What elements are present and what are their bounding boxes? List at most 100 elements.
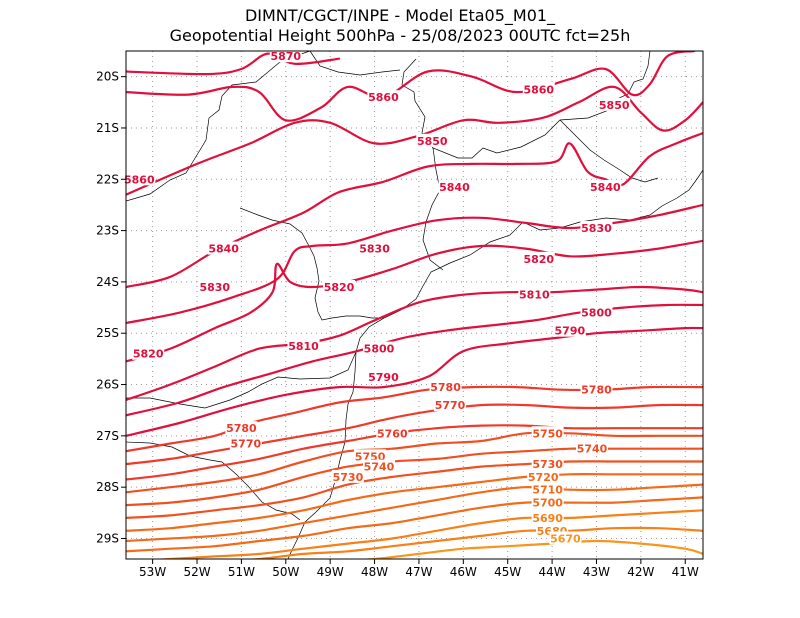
contour-5670 (358, 539, 703, 559)
contour-label-5790: 5790 (555, 325, 586, 338)
contour-label-5870: 5870 (270, 50, 301, 63)
state-border-rs (126, 441, 301, 521)
contour-label-5860: 5860 (124, 173, 155, 186)
contour-5870 (126, 52, 341, 76)
contour-label-5750: 5750 (532, 427, 563, 440)
contour-5820 (126, 239, 703, 363)
coastline-south (287, 214, 651, 559)
contour-label-bg (358, 241, 391, 255)
contour-5710 (126, 483, 703, 543)
lon-tick-label: 49W (317, 565, 344, 579)
contour-label-bg (527, 469, 560, 483)
lon-tick-label: 47W (405, 565, 432, 579)
contour-label-bg (580, 382, 613, 396)
lon-tick-label: 50W (272, 565, 299, 579)
lon-tick-label: 52W (183, 565, 210, 579)
contour-label-5850: 5850 (417, 135, 448, 148)
contour-label-bg (323, 280, 356, 294)
contour-label-bg (367, 369, 400, 383)
contour-label-5760: 5760 (377, 427, 408, 440)
contour-5850 (126, 85, 703, 196)
contour-label-bg (362, 341, 395, 355)
contour-5690 (151, 509, 703, 559)
contour-label-bg (531, 510, 564, 524)
axis-ticks: 53W 52W 51W 50W 49W 48W 47W 46W 45W 44W 43W 42W 41W 2… (96, 70, 699, 579)
contour-label-bg (429, 380, 462, 394)
contour-label-bg (580, 221, 613, 235)
coastline (401, 51, 651, 159)
contour-5740 (126, 447, 703, 507)
contour-label-5840: 5840 (439, 181, 470, 194)
contour-5750 (126, 431, 703, 494)
contour-label-bg (531, 457, 564, 471)
state-border-mg (309, 51, 401, 76)
contour-label-5810: 5810 (519, 289, 550, 302)
contour-label-bg (553, 323, 586, 337)
lat-tick-label: 27S (96, 429, 119, 443)
contour-lines (126, 51, 703, 559)
contour-label-bg (531, 482, 564, 496)
contour-label-5790: 5790 (368, 371, 399, 384)
contour-label-5840: 5840 (590, 181, 621, 194)
contour-label-bg (269, 49, 302, 63)
contour-label-bg (518, 287, 551, 301)
contour-label-5670: 5670 (550, 532, 581, 545)
contour-label-bg (580, 305, 613, 319)
contour-5790 (126, 326, 703, 437)
contour-label-bg (416, 133, 449, 147)
contour-label-bg (549, 531, 582, 545)
contour-5840 (126, 132, 703, 289)
lat-tick-label: 29S (96, 531, 119, 545)
contour-5800 (126, 303, 703, 417)
title-line-2: Geopotential Height 500hPa - 25/08/2023 … (169, 26, 631, 45)
contour-label-bg (576, 441, 609, 455)
contour-label-bg (362, 459, 395, 473)
contour-label-5860: 5860 (523, 83, 554, 96)
contour-5830 (126, 203, 703, 325)
contour-label-5800: 5800 (581, 307, 612, 320)
contour-5720 (126, 473, 703, 532)
state-border-es (559, 119, 659, 183)
contour-5860 (126, 51, 696, 122)
contour-label-5830: 5830 (359, 243, 390, 256)
contour-label-bg (531, 426, 564, 440)
state-border-center (239, 207, 384, 321)
contour-label-bg (123, 172, 156, 186)
coastline-and-borders (126, 51, 703, 559)
contour-label-bg (434, 398, 467, 412)
contour-label-bg (367, 90, 400, 104)
contour-label-bg (376, 426, 409, 440)
contour-label-5830: 5830 (581, 222, 612, 235)
lat-tick-label: 26S (96, 378, 119, 392)
contour-5810 (126, 285, 703, 401)
lat-tick-label: 23S (96, 224, 119, 238)
contour-label-5730: 5730 (532, 458, 563, 471)
contour-label-5700: 5700 (532, 497, 563, 510)
contour-label-5730: 5730 (333, 471, 364, 484)
lat-tick-label: 25S (96, 326, 119, 340)
contour-label-bg (522, 82, 555, 96)
lat-tick-label: 21S (96, 121, 119, 135)
contour-label-5820: 5820 (523, 253, 554, 266)
lon-tick-label: 43W (583, 565, 610, 579)
plot-frame (125, 50, 704, 560)
lon-tick-label: 48W (361, 565, 388, 579)
contour-5770 (126, 403, 703, 466)
contour-5730 (126, 460, 703, 519)
lon-tick-label: 53W (139, 565, 166, 579)
contour-5680 (244, 526, 703, 559)
lat-tick-label: 28S (96, 480, 119, 494)
title-line-1: DIMNT/CGCT/INPE - Model Eta05_M01_ (244, 6, 556, 25)
contour-label-bg (132, 346, 165, 360)
lon-tick-label: 44W (539, 565, 566, 579)
contour-label-5740: 5740 (364, 461, 395, 474)
lon-tick-label: 42W (627, 565, 654, 579)
contour-label-bg (522, 251, 555, 265)
contour-label-5770: 5770 (231, 438, 262, 451)
contour-label-5780: 5780 (430, 381, 461, 394)
contour-5760 (126, 424, 703, 481)
contour-label-5690: 5690 (532, 512, 563, 525)
lon-tick-label: 51W (228, 565, 255, 579)
contour-label-bg (229, 436, 262, 450)
